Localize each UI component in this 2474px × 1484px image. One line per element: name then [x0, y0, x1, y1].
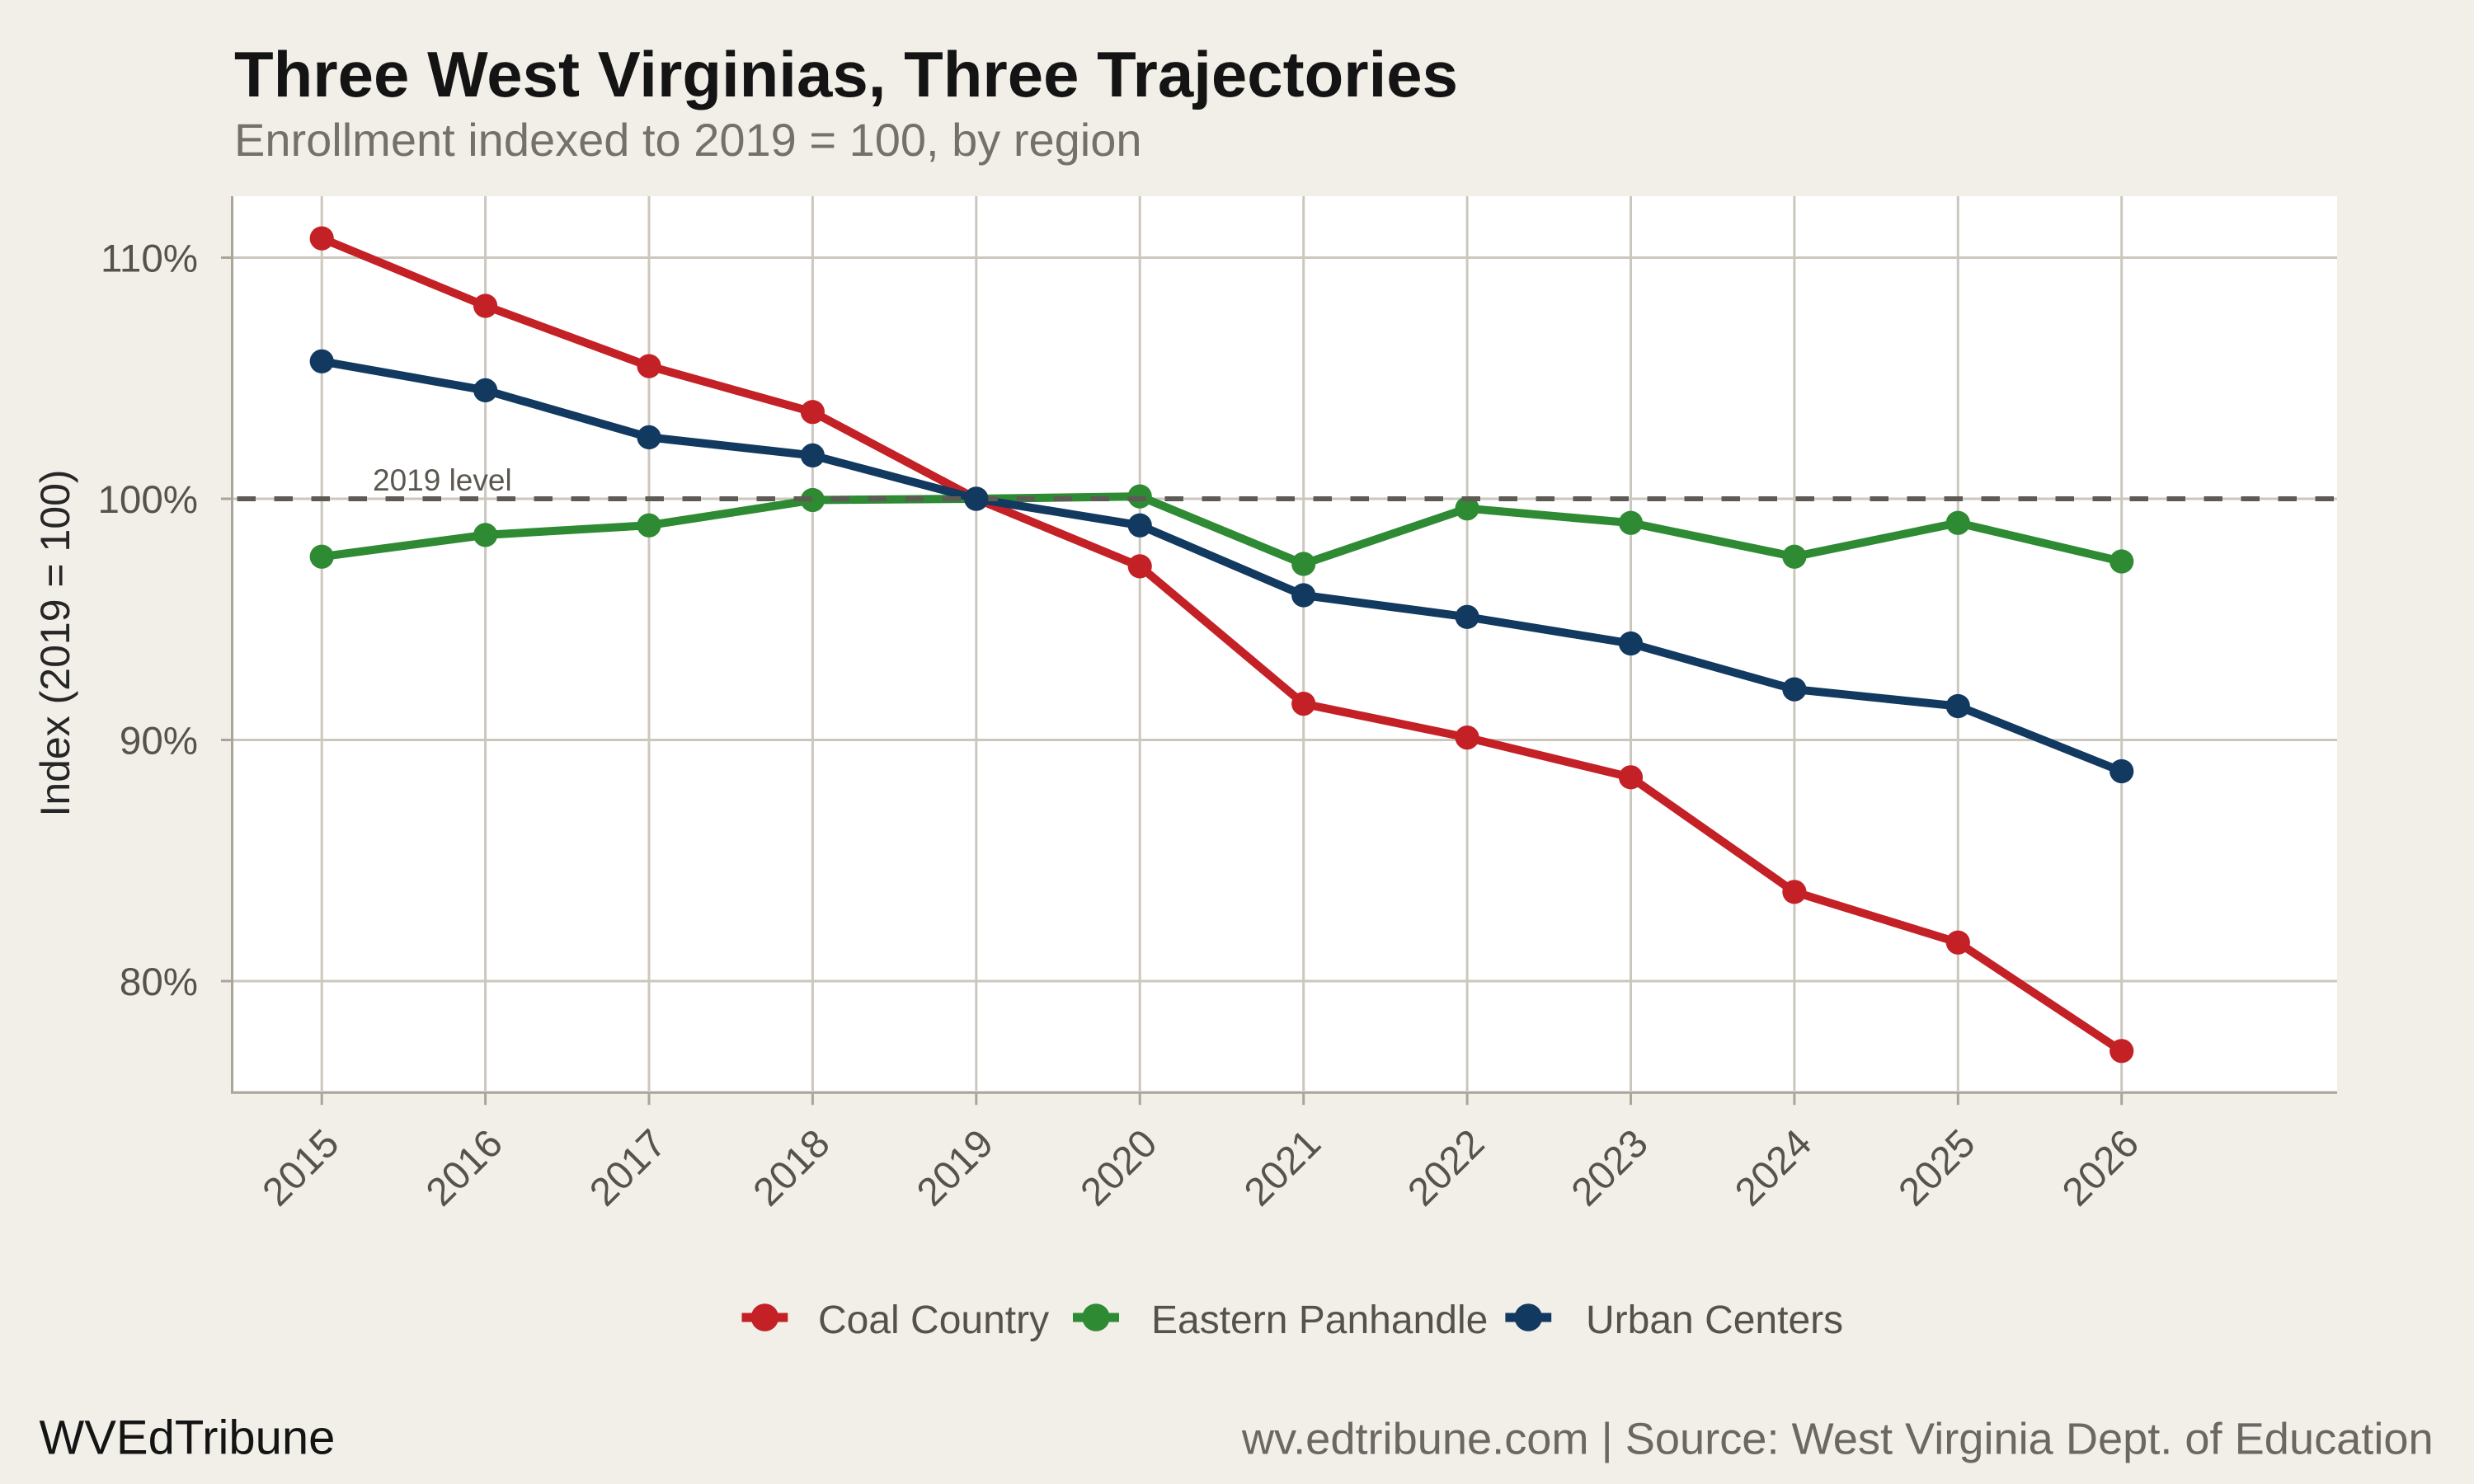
- svg-text:100%: 100%: [98, 478, 199, 522]
- svg-text:80%: 80%: [120, 960, 198, 1004]
- svg-text:Three West Virginias, Three Tr: Three West Virginias, Three Trajectories: [234, 38, 1458, 110]
- svg-text:2019 level: 2019 level: [373, 463, 512, 497]
- svg-text:WVEdTribune: WVEdTribune: [40, 1411, 336, 1464]
- svg-text:Eastern Panhandle: Eastern Panhandle: [1151, 1298, 1488, 1342]
- svg-text:wv.edtribune.com | Source: Wes: wv.edtribune.com | Source: West Virginia…: [1241, 1414, 2434, 1463]
- svg-text:Coal Country: Coal Country: [818, 1298, 1049, 1342]
- svg-text:110%: 110%: [101, 237, 198, 281]
- svg-text:Urban Centers: Urban Centers: [1586, 1298, 1843, 1342]
- svg-text:90%: 90%: [120, 720, 198, 763]
- svg-text:Enrollment indexed to 2019 = 1: Enrollment indexed to 2019 = 100, by reg…: [234, 114, 1142, 166]
- svg-text:Index (2019 = 100): Index (2019 = 100): [32, 469, 78, 816]
